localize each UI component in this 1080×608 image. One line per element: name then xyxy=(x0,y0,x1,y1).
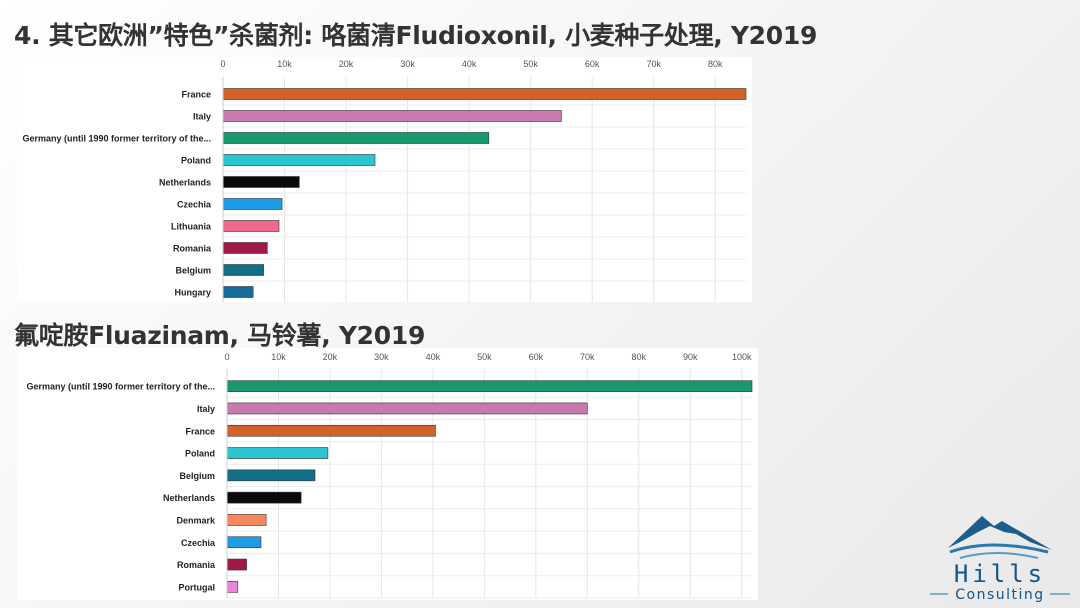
bar[interactable] xyxy=(222,242,268,254)
category-label: Romania xyxy=(177,560,216,570)
bar[interactable] xyxy=(226,380,753,392)
bar[interactable] xyxy=(222,220,280,232)
x-tick-label: 40k xyxy=(426,352,441,362)
company-logo: Hills Consulting xyxy=(930,512,1070,604)
wave-icon xyxy=(949,543,1049,554)
bar[interactable] xyxy=(226,558,247,571)
category-label: Netherlands xyxy=(163,493,215,503)
bar[interactable] xyxy=(222,198,283,210)
bar[interactable] xyxy=(226,402,588,415)
page-title: 4. 其它欧洲”特色”杀菌剂: 咯菌清Fludioxonil, 小麦种子处理, … xyxy=(14,21,818,50)
category-label: Romania xyxy=(173,244,212,254)
x-tick-label: 70k xyxy=(646,59,661,69)
x-tick-label: 80k xyxy=(632,352,647,362)
category-label: France xyxy=(181,90,211,100)
x-tick-label: 60k xyxy=(585,59,600,69)
chart-panel-fludioxonil: 0 10k 20k 30k 40k 50k 60k 70k 80k France Italy Germ… xyxy=(17,57,752,302)
category-label: Italy xyxy=(193,112,211,122)
x-tick-label: 40k xyxy=(462,59,477,69)
category-label: Hungary xyxy=(174,288,211,298)
logo-text-hills: Hills xyxy=(954,560,1046,588)
x-tick-label: 30k xyxy=(374,352,389,362)
wave-icon-2 xyxy=(959,552,1039,559)
x-tick-label: 10k xyxy=(271,352,286,362)
x-tick-label: 0 xyxy=(220,59,225,69)
chart-fludioxonil: 0 10k 20k 30k 40k 50k 60k 70k 80k France Italy Germ… xyxy=(22,59,747,302)
bar[interactable] xyxy=(222,176,300,188)
bar[interactable] xyxy=(226,491,302,504)
bar[interactable] xyxy=(226,469,316,482)
category-label: Denmark xyxy=(176,515,216,525)
bar[interactable] xyxy=(222,132,490,144)
category-label: Lithuania xyxy=(171,222,212,232)
bar[interactable] xyxy=(222,154,376,166)
logo-graphic: Hills Consulting xyxy=(930,516,1070,603)
category-label: Czechia xyxy=(181,538,216,548)
category-label: Poland xyxy=(185,449,215,459)
chart-fluazinam: 0 10k 20k 30k 40k 50k 60k 70k 80k 90k 100k Germany … xyxy=(26,352,753,599)
bar[interactable] xyxy=(226,424,436,437)
x-tick-label: 80k xyxy=(708,59,723,69)
category-label: Germany (until 1990 former territory of … xyxy=(26,382,215,392)
x-tick-label: 10k xyxy=(277,59,292,69)
x-tick-label: 30k xyxy=(400,59,415,69)
bar[interactable] xyxy=(226,536,262,549)
category-label: Netherlands xyxy=(159,178,211,188)
bar[interactable] xyxy=(222,110,562,122)
x-tick-label: 20k xyxy=(323,352,338,362)
bar[interactable] xyxy=(222,264,264,276)
x-tick-label: 60k xyxy=(529,352,544,362)
x-tick-label: 50k xyxy=(523,59,538,69)
category-label: France xyxy=(185,426,215,436)
bar[interactable] xyxy=(226,581,239,593)
category-label: Poland xyxy=(181,156,211,166)
x-tick-label: 0 xyxy=(224,352,229,362)
category-label: Belgium xyxy=(175,266,211,276)
x-tick-label: 50k xyxy=(477,352,492,362)
section-title: 氟啶胺Fluazinam, 马铃薯, Y2019 xyxy=(14,321,426,350)
chart-panel-fluazinam: 0 10k 20k 30k 40k 50k 60k 70k 80k 90k 100k Germany … xyxy=(17,348,758,600)
category-label: Portugal xyxy=(178,582,215,592)
bar[interactable] xyxy=(222,286,254,298)
category-label: Belgium xyxy=(179,471,215,481)
x-tick-label: 70k xyxy=(580,352,595,362)
bar[interactable] xyxy=(222,88,747,100)
bar[interactable] xyxy=(226,447,329,459)
bar[interactable] xyxy=(226,514,267,526)
x-tick-label: 90k xyxy=(683,352,698,362)
mountain-icon xyxy=(948,516,1052,550)
x-tick-label: 100k xyxy=(732,352,752,362)
logo-text-consulting: Consulting xyxy=(955,587,1044,603)
category-label: Germany (until 1990 former territory of … xyxy=(22,134,211,144)
category-label: Czechia xyxy=(177,200,212,210)
x-tick-label: 20k xyxy=(339,59,354,69)
category-label: Italy xyxy=(197,404,215,414)
